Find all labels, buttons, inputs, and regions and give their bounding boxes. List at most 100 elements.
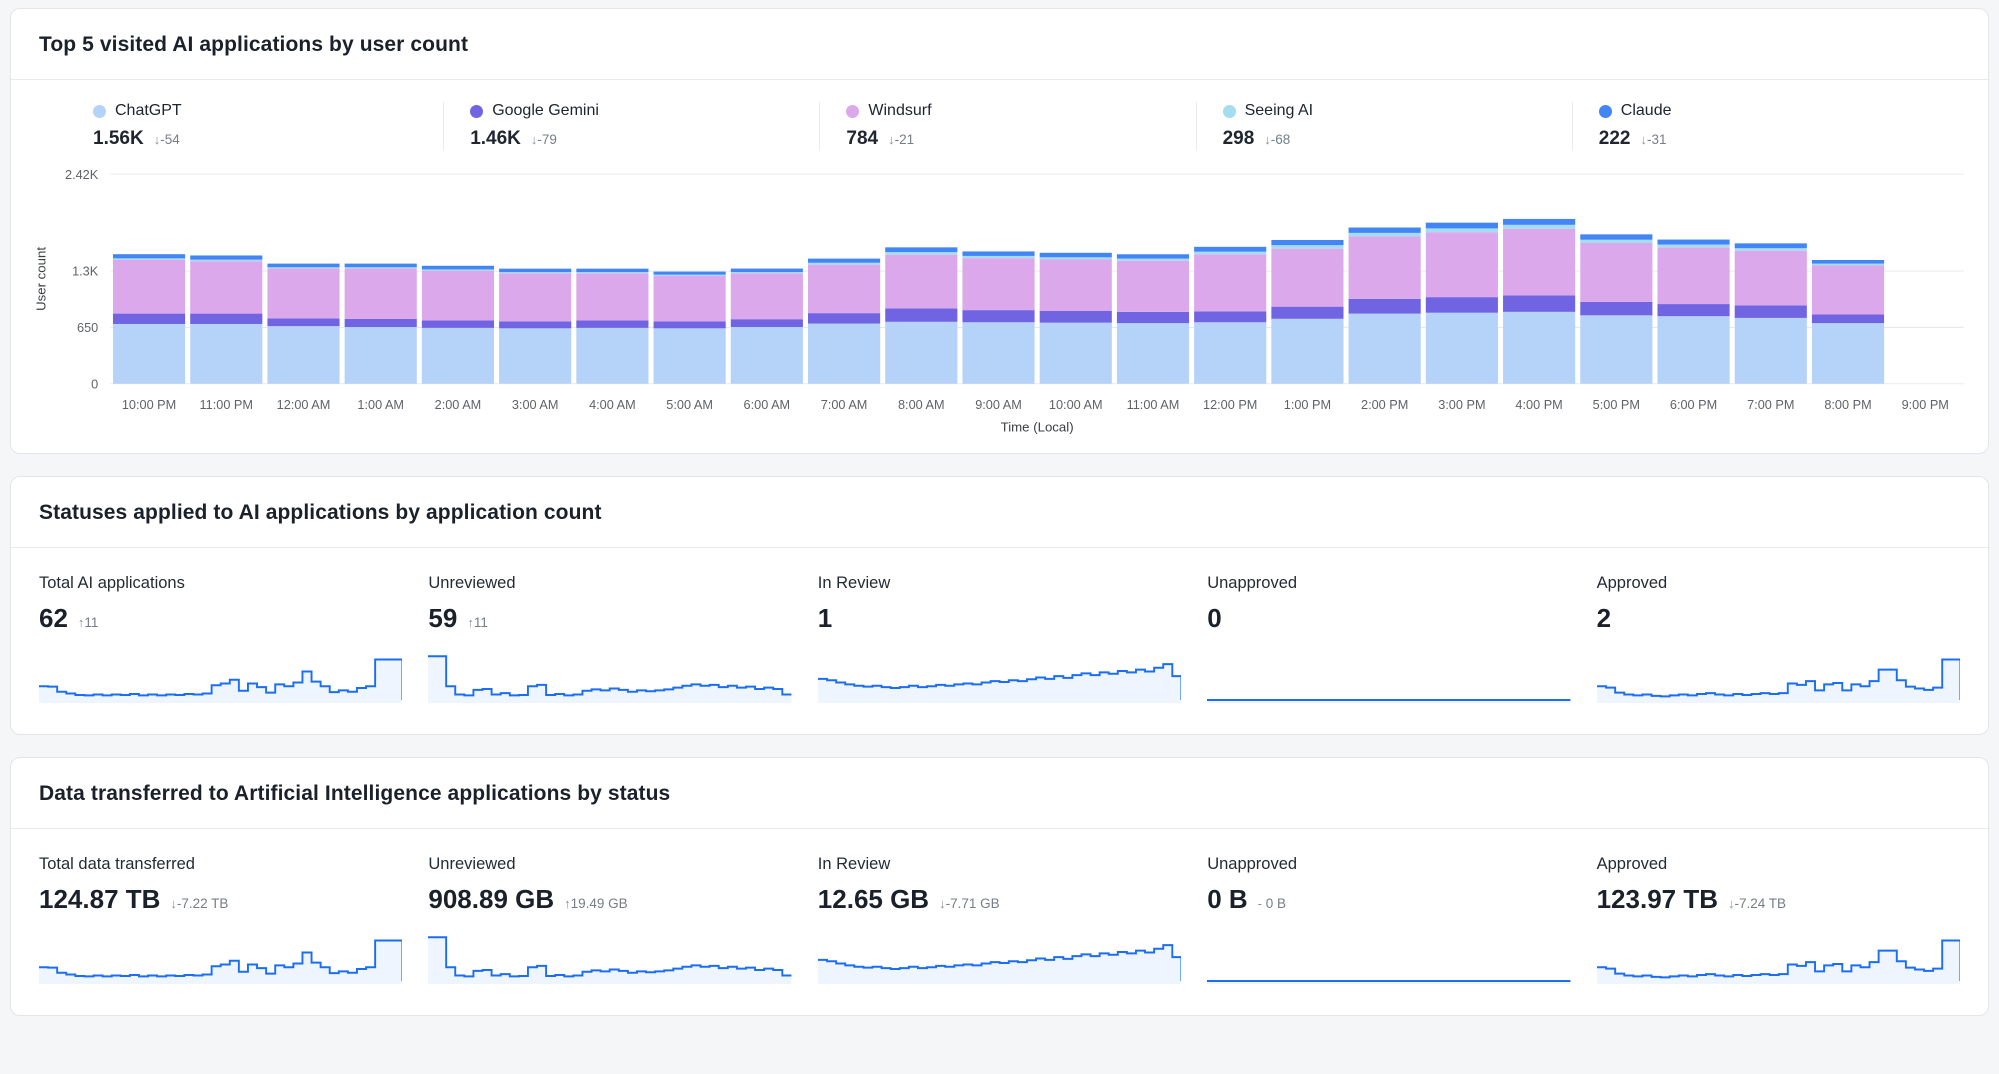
stat-card-in-review: In Review 1 bbox=[817, 574, 1182, 704]
legend-item-header: Windsurf bbox=[846, 102, 1195, 120]
stat-label: Total AI applications bbox=[39, 573, 185, 592]
stat-value: 123.97 TB bbox=[1596, 883, 1718, 914]
legend-item-seeing-ai[interactable]: Seeing AI 298 ↓-68 bbox=[1195, 102, 1572, 150]
bar-group-10-00-pm[interactable] bbox=[112, 254, 186, 384]
x-tick-label: 12:00 PM bbox=[1203, 397, 1257, 412]
panel-title: Top 5 visited AI applications by user co… bbox=[11, 9, 1988, 80]
legend-color-dot bbox=[93, 104, 106, 118]
bar-group-12-00-am[interactable] bbox=[267, 263, 340, 384]
bar-group-6-00-pm[interactable] bbox=[1657, 239, 1730, 384]
bar-group-2-00-am[interactable] bbox=[421, 265, 495, 384]
bar-group-1-00-pm[interactable] bbox=[1271, 239, 1344, 384]
stat-label: In Review bbox=[817, 854, 891, 873]
legend-label: Seeing AI bbox=[1244, 102, 1314, 119]
stat-value: 0 bbox=[1207, 602, 1222, 633]
legend-values: 1.46K ↓-79 bbox=[470, 128, 819, 150]
sparkline-approved bbox=[1596, 939, 1960, 984]
bar-group-11-00-pm[interactable] bbox=[190, 255, 263, 384]
bar-group-5-00-pm[interactable] bbox=[1580, 234, 1653, 384]
stat-value-row: 0 B - 0 B bbox=[1207, 884, 1570, 915]
x-tick-label: 2:00 AM bbox=[435, 397, 482, 412]
legend-value: 1.56K bbox=[93, 128, 144, 149]
x-tick-label: 11:00 AM bbox=[1127, 397, 1180, 412]
stacked-bar-chart[interactable]: 0 650 1.3K 2.42K User count 10:00 PM 11:00 PM 1… bbox=[27, 164, 1972, 439]
legend-item-chatgpt[interactable]: ChatGPT 1.56K ↓-54 bbox=[67, 102, 443, 150]
bar-group-10-00-am[interactable] bbox=[1039, 252, 1112, 384]
bar-group-3-00-am[interactable] bbox=[499, 268, 572, 384]
bar-group-9-00-am[interactable] bbox=[962, 251, 1035, 384]
bar-group-8-00-am[interactable] bbox=[885, 247, 958, 384]
x-tick-label: 3:00 AM bbox=[512, 397, 559, 412]
x-tick-label: 9:00 AM bbox=[975, 397, 1022, 412]
sparkline-in-review bbox=[817, 943, 1182, 984]
bar-group-6-00-am[interactable] bbox=[730, 268, 803, 384]
stat-value-row: 2 bbox=[1597, 603, 1960, 634]
legend-label: Google Gemini bbox=[492, 102, 599, 119]
x-axis-title: Time (Local) bbox=[1001, 420, 1074, 435]
x-tick-label: 7:00 PM bbox=[1747, 397, 1794, 412]
stat-value-row: 12.65 GB ↓-7.71 GB bbox=[818, 884, 1181, 915]
bar-group-3-00-pm[interactable] bbox=[1425, 222, 1498, 384]
stat-value: 59 bbox=[428, 602, 458, 633]
bar-group-8-00-pm[interactable] bbox=[1811, 259, 1885, 384]
legend-delta: ↓-79 bbox=[530, 132, 557, 147]
x-tick-label: 7:00 AM bbox=[821, 397, 868, 412]
bar-group-7-00-pm[interactable] bbox=[1734, 243, 1807, 384]
stat-delta: ↓-7.24 TB bbox=[1728, 895, 1787, 911]
sparkline-total-data-transferred bbox=[39, 939, 403, 984]
stat-card-unapproved: Unapproved 0 B - 0 B bbox=[1207, 854, 1571, 985]
stat-label: Unreviewed bbox=[428, 854, 516, 873]
stat-label: Approved bbox=[1596, 854, 1668, 873]
panel-title: Data transferred to Artificial Intellige… bbox=[11, 758, 1988, 829]
statuses-panel: Statuses applied to AI applications by a… bbox=[10, 475, 1989, 735]
legend-item-claude[interactable]: Claude 222 ↓-31 bbox=[1571, 102, 1948, 150]
bar-group-1-00-am[interactable] bbox=[344, 263, 417, 384]
stat-value-row: 59 ↑11 bbox=[428, 603, 791, 634]
stat-value: 908.89 GB bbox=[428, 883, 555, 914]
stat-card-approved: Approved 123.97 TB ↓-7.24 TB bbox=[1596, 854, 1960, 985]
stat-value: 124.87 TB bbox=[39, 883, 161, 914]
bar-group-2-00-pm[interactable] bbox=[1348, 227, 1421, 384]
x-tick-label: 10:00 PM bbox=[122, 397, 176, 412]
stat-delta: - 0 B bbox=[1257, 895, 1287, 911]
arrow-down-icon: ↓ bbox=[153, 132, 161, 147]
legend-item-header: ChatGPT bbox=[93, 102, 443, 120]
x-tick-label: 2:00 PM bbox=[1361, 397, 1408, 412]
legend-item-google-gemini[interactable]: Google Gemini 1.46K ↓-79 bbox=[443, 102, 819, 150]
stat-value: 1 bbox=[817, 602, 833, 633]
bar-group-11-00-am[interactable] bbox=[1116, 254, 1190, 384]
data-transfer-card-row: Total data transferred 124.87 TB ↓-7.22 TB… bbox=[11, 829, 1988, 1015]
bar-group-4-00-pm[interactable] bbox=[1503, 218, 1576, 384]
stat-label: Unapproved bbox=[1207, 854, 1298, 873]
legend-delta: ↓-21 bbox=[888, 132, 915, 147]
x-tick-label: 6:00 AM bbox=[744, 397, 791, 412]
legend-values: 784 ↓-21 bbox=[846, 128, 1195, 150]
x-tick-label: 8:00 AM bbox=[898, 397, 945, 412]
stat-delta: ↓-7.71 GB bbox=[939, 895, 1000, 911]
sparkline-unapproved bbox=[1207, 979, 1571, 984]
stat-value: 2 bbox=[1596, 602, 1612, 633]
arrow-down-icon: ↓ bbox=[530, 132, 538, 147]
legend-delta: ↓-68 bbox=[1264, 132, 1291, 147]
stat-card-approved: Approved 2 bbox=[1596, 574, 1960, 704]
bar-group-12-00-pm[interactable] bbox=[1194, 246, 1267, 384]
stat-value: 12.65 GB bbox=[817, 883, 930, 914]
stat-value-row: 124.87 TB ↓-7.22 TB bbox=[39, 884, 402, 915]
stat-card-total-data-transferred: Total data transferred 124.87 TB ↓-7.22 TB bbox=[39, 855, 403, 985]
bar-group-5-00-am[interactable] bbox=[653, 271, 726, 384]
stat-value-row: 123.97 TB ↓-7.24 TB bbox=[1597, 884, 1960, 915]
legend-value: 784 bbox=[846, 128, 879, 149]
bar-group-4-00-am[interactable] bbox=[576, 268, 649, 384]
stat-value-row: 62 ↑11 bbox=[39, 603, 402, 634]
bar-group-7-00-am[interactable] bbox=[808, 258, 881, 384]
panel-title: Statuses applied to AI applications by a… bbox=[11, 477, 1988, 548]
x-tick-label: 8:00 PM bbox=[1824, 397, 1871, 412]
arrow-down-icon: ↓ bbox=[1728, 895, 1735, 911]
sparkline-total-ai-applications bbox=[39, 658, 403, 703]
stat-card-unreviewed: Unreviewed 908.89 GB ↑19.49 GB bbox=[428, 854, 792, 985]
legend-item-windsurf[interactable]: Windsurf 784 ↓-21 bbox=[819, 102, 1195, 150]
data-transfer-panel: Data transferred to Artificial Intellige… bbox=[10, 756, 1989, 1016]
legend-delta: ↓-54 bbox=[153, 132, 180, 147]
stat-delta: ↑11 bbox=[77, 614, 99, 630]
legend-delta: ↓-31 bbox=[1640, 132, 1667, 147]
